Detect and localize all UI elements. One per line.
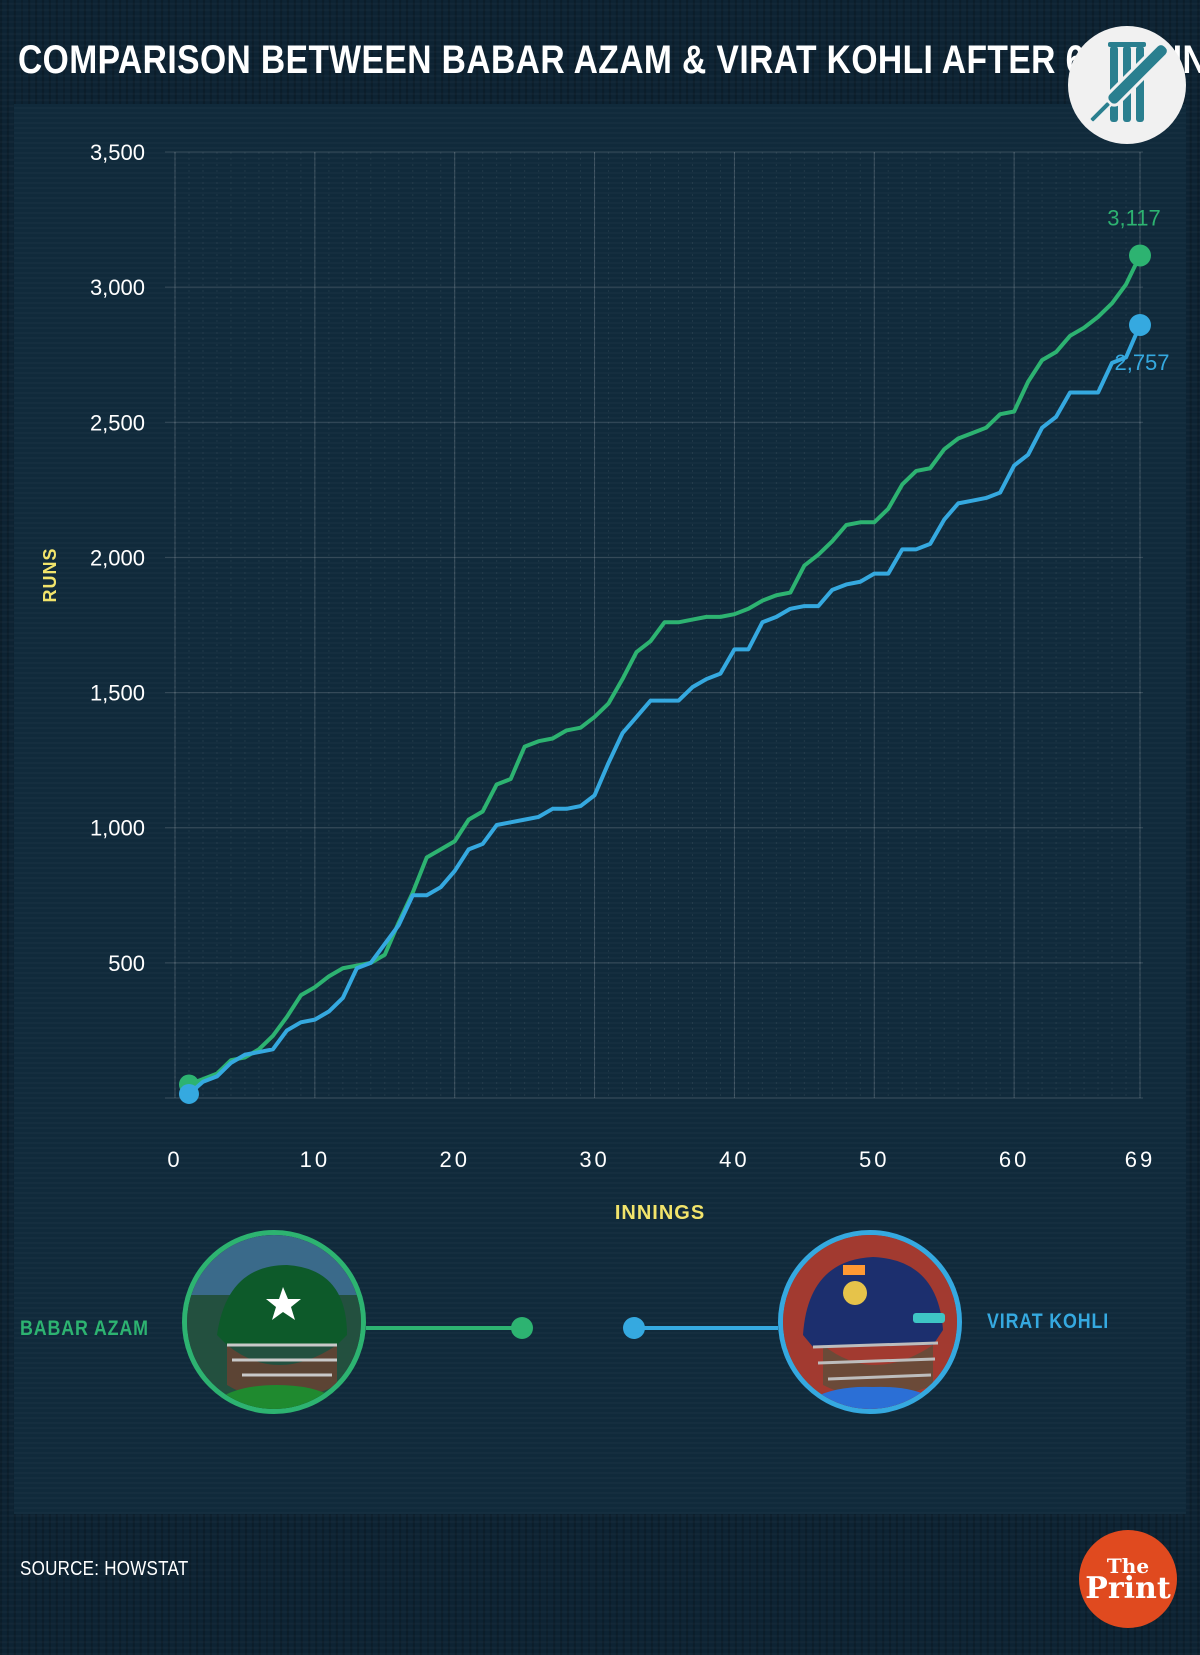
x-tick-label: 10 <box>300 1147 330 1172</box>
x-tick-label: 69 <box>1125 1147 1155 1172</box>
cricket-badge <box>1068 26 1186 144</box>
legend-label-virat: VIRAT KOHLI <box>987 1310 1110 1333</box>
x-tick-label: 50 <box>859 1147 889 1172</box>
series-line-babar <box>186 253 1142 1087</box>
y-tick-label: 1,000 <box>90 816 145 841</box>
y-tick-label: 3,000 <box>90 275 145 300</box>
chart-labels: 3,117 2,757 <box>1107 206 1169 375</box>
babar-azam-avatar <box>182 1230 366 1414</box>
x-tick-label: 0 <box>167 1147 182 1172</box>
chart-grid <box>165 151 1143 1099</box>
x-axis-title: INNINGS <box>615 1202 705 1224</box>
chart-axes: 500 1,000 1,500 2,000 2,500 3,000 3,500 0 10 20 30… <box>40 140 1155 1224</box>
cricket-bat-stumps-icon <box>1088 42 1170 124</box>
y-tick-label: 1,500 <box>90 681 145 706</box>
theprint-logo: The Print <box>1079 1530 1177 1628</box>
source-note: SOURCE: HOWSTAT <box>20 1558 189 1580</box>
y-tick-label: 3,500 <box>90 140 145 165</box>
virat-kohli-avatar <box>778 1230 962 1414</box>
y-tick-label: 2,500 <box>90 410 145 435</box>
end-value-label-virat: 2,757 <box>1114 350 1169 375</box>
series-end-marker-virat <box>1129 313 1151 336</box>
x-tick-label: 30 <box>579 1147 609 1172</box>
series-end-marker-babar <box>1129 244 1151 267</box>
y-tick-label: 500 <box>108 951 145 976</box>
series-start-marker-virat <box>178 1083 199 1104</box>
series-line-virat <box>186 322 1142 1096</box>
y-axis-title: RUNS <box>40 547 60 602</box>
y-tick-label: 2,000 <box>90 545 145 570</box>
legend-label-babar: BABAR AZAM <box>20 1317 149 1340</box>
logo-print: Print <box>1085 1571 1171 1606</box>
x-tick-label: 40 <box>719 1147 749 1172</box>
x-tick-label: 60 <box>999 1147 1029 1172</box>
x-tick-label: 20 <box>439 1147 469 1172</box>
end-value-label-babar: 3,117 <box>1107 206 1160 231</box>
chart-series <box>178 244 1151 1104</box>
logo-the: The <box>1106 1554 1150 1578</box>
